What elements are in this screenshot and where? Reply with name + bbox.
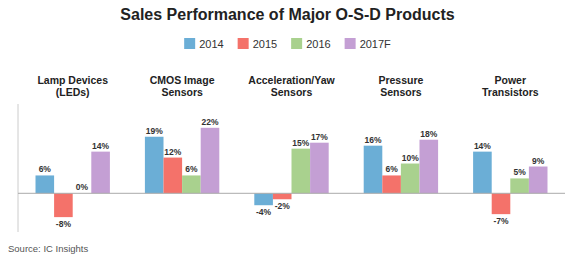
data-labels: 6% 19% -4% 16% 14% -8% 12% -2% 6% -7% 0% 6% 15% 10% 5%… (39, 117, 545, 229)
title: Sales Performance of Major O-S-D Product… (120, 6, 454, 23)
legend-item: 2016 (291, 38, 330, 50)
category-label-line: Transistors (482, 86, 539, 98)
data-label: 12% (164, 147, 181, 157)
category-label-line: (LEDs) (56, 86, 90, 98)
bar (273, 193, 292, 199)
legend-swatch (184, 38, 195, 49)
data-label: 14% (92, 141, 109, 151)
data-label: -4% (256, 207, 272, 217)
chart-svg: Sales Performance of Major O-S-D Product… (0, 0, 575, 260)
legend: 2014 2015 2016 2017F (184, 38, 391, 50)
legend-label: 2017F (360, 38, 391, 50)
data-label: 6% (39, 164, 52, 174)
bar (182, 175, 201, 193)
data-label: 19% (146, 126, 163, 136)
bar (201, 128, 220, 193)
category-label: Acceleration/YawSensors (248, 74, 335, 98)
category-label: CMOS ImageSensors (150, 74, 215, 98)
category-label-line: Sensors (271, 86, 313, 98)
category-label-line: Pressure (378, 74, 423, 86)
background (0, 0, 575, 260)
bar (164, 158, 183, 194)
bar (382, 175, 401, 193)
bar (91, 152, 110, 194)
source: Source: IC Insights (8, 243, 89, 254)
data-label: -7% (493, 216, 509, 226)
legend-label: 2016 (306, 38, 330, 50)
y-axis-line (18, 104, 19, 232)
legend-item: 2014 (184, 38, 223, 50)
data-label: 5% (513, 167, 526, 177)
category-label-line: Lamp Devices (37, 74, 108, 86)
chart-container: Sales Performance of Major O-S-D Product… (0, 0, 575, 260)
category-label: PressureSensors (378, 74, 423, 98)
baseline (18, 193, 565, 194)
bar (254, 193, 273, 205)
data-label: 6% (185, 164, 198, 174)
legend-item: 2017F (345, 38, 391, 50)
data-label: 9% (532, 156, 545, 166)
bar (492, 193, 511, 214)
bar (510, 178, 529, 193)
legend-label: 2014 (199, 38, 223, 50)
category-label: PowerTransistors (482, 74, 539, 98)
data-label: -8% (56, 219, 72, 229)
legend-swatch (238, 38, 249, 49)
data-label: 16% (364, 135, 381, 145)
bar (529, 167, 548, 194)
bar (36, 175, 55, 193)
legend-label: 2015 (253, 38, 277, 50)
category-label: Lamp Devices(LEDs) (37, 74, 108, 98)
bar (364, 146, 383, 194)
data-label: -2% (275, 201, 291, 211)
data-label: 10% (402, 153, 419, 163)
category-label-line: Sensors (161, 86, 203, 98)
legend-swatch (291, 38, 302, 49)
category-label-line: Acceleration/Yaw (248, 74, 335, 86)
bar (145, 137, 164, 194)
data-label: 6% (385, 164, 398, 174)
bar (473, 152, 492, 194)
bar (292, 149, 311, 194)
category-label-line: CMOS Image (150, 74, 215, 86)
bar (310, 143, 329, 194)
data-label: 18% (420, 129, 437, 139)
bar (419, 140, 438, 194)
bar (401, 164, 420, 194)
category-label-line: Sensors (380, 86, 422, 98)
data-label: 0% (76, 182, 89, 192)
data-label: 17% (311, 132, 328, 142)
data-label: 22% (201, 117, 218, 127)
legend-swatch (345, 38, 356, 49)
data-label: 14% (474, 141, 491, 151)
bars (36, 128, 548, 217)
legend-item: 2015 (238, 38, 277, 50)
data-label: 15% (292, 138, 309, 148)
bar (54, 193, 73, 217)
category-label-line: Power (495, 74, 527, 86)
